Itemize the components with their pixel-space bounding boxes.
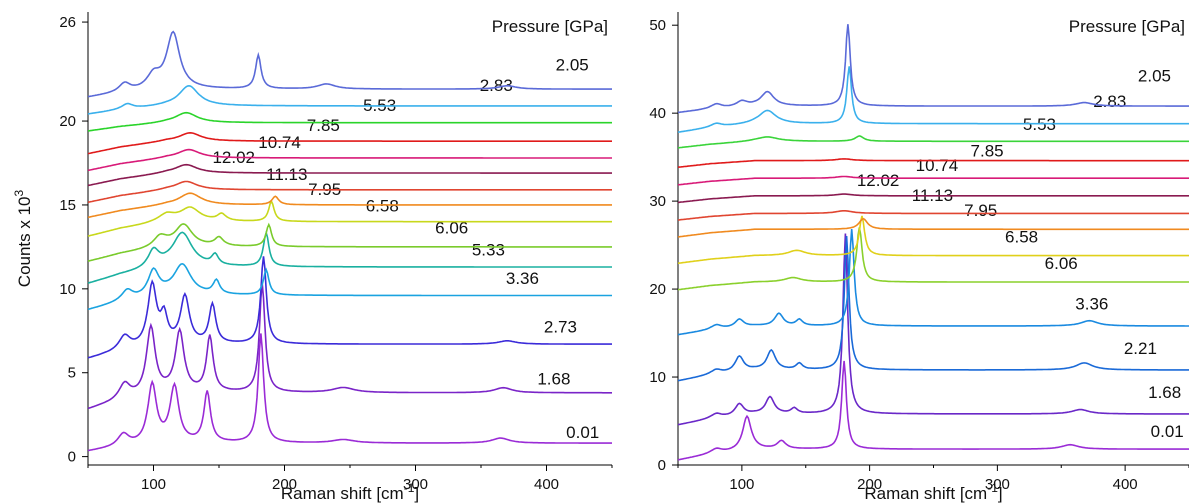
x-axis-label-end: ] xyxy=(998,484,1003,503)
series-line-2-83 xyxy=(87,84,612,115)
series-line-5-33 xyxy=(87,229,612,284)
x-axis-label-sup: -1 xyxy=(987,481,998,495)
series-label: 2.05 xyxy=(1138,66,1171,85)
x-tick-label: 200 xyxy=(857,476,882,493)
series-line-6-06 xyxy=(677,227,1189,291)
series-label: 3.36 xyxy=(1075,294,1108,313)
series-line-10-74 xyxy=(677,175,1189,186)
series-line-0-01 xyxy=(87,333,612,452)
y-tick-label: 0 xyxy=(68,449,76,466)
x-tick-label: 400 xyxy=(534,476,559,493)
y-tick-label: 40 xyxy=(649,105,666,122)
right-panel: 100 200 300 400 0 10 20 30 40 50 Raman shift [cm-1… xyxy=(649,12,1189,503)
y-tick-label: 10 xyxy=(649,369,666,386)
series-label: 7.85 xyxy=(307,116,340,135)
series-label: 7.95 xyxy=(964,201,997,220)
x-tick-label: 100 xyxy=(141,476,166,493)
series-line-3-36 xyxy=(677,229,1189,336)
series-line-6-58 xyxy=(677,215,1189,265)
series-line-5-53 xyxy=(87,111,612,132)
series-label: 7.85 xyxy=(971,141,1004,160)
series-line-10-74 xyxy=(87,148,612,172)
series-label: 2.83 xyxy=(1093,92,1126,111)
series-line-7-95 xyxy=(87,192,612,219)
series-line-7-85 xyxy=(87,131,612,155)
x-axis-label-end: ] xyxy=(414,484,419,503)
series-line-2-05 xyxy=(677,24,1189,114)
series-label: 5.33 xyxy=(472,240,505,259)
x-tick-label: 300 xyxy=(403,476,428,493)
y-axis-label-text: Counts x 10 xyxy=(15,196,34,287)
x-axis-label: Raman shift [cm-1] xyxy=(864,481,1002,503)
series-label: 0.01 xyxy=(566,423,599,442)
y-tick-label: 5 xyxy=(68,365,76,382)
series-label: 6.06 xyxy=(1045,254,1078,273)
x-tick-label: 300 xyxy=(985,476,1010,493)
series-label: 10.74 xyxy=(916,156,959,175)
y-axis-label: Counts x 103 xyxy=(12,189,34,287)
series-line-0-01 xyxy=(677,360,1189,461)
x-tick-label: 400 xyxy=(1113,476,1138,493)
series-line-1-68 xyxy=(677,233,1189,426)
y-tick-label: 30 xyxy=(649,193,666,210)
series-label: 2.05 xyxy=(556,56,589,75)
series-line-11-13 xyxy=(87,180,612,204)
x-tick-label: 200 xyxy=(272,476,297,493)
y-tick-label: 20 xyxy=(59,113,76,130)
series-label: 12.02 xyxy=(857,171,900,190)
series-line-6-06 xyxy=(87,222,612,262)
y-tick-label: 0 xyxy=(658,457,666,474)
y-tick-label: 10 xyxy=(59,281,76,298)
series-line-1-68 xyxy=(87,282,612,410)
series-line-2-73 xyxy=(87,256,612,359)
series-label: 3.36 xyxy=(506,269,539,288)
y-tick-label: 20 xyxy=(649,281,666,298)
series-line-11-13 xyxy=(677,210,1189,221)
legend-title: Pressure [GPa] xyxy=(1069,17,1185,36)
series-line-2-05 xyxy=(87,30,612,98)
legend-title: Pressure [GPa] xyxy=(492,17,608,36)
x-tick-label: 100 xyxy=(729,476,754,493)
series-label: 0.01 xyxy=(1151,422,1184,441)
x-axis-label-text: Raman shift [cm xyxy=(281,484,404,503)
series-line-5-53 xyxy=(677,135,1189,149)
y-tick-label: 26 xyxy=(59,14,76,31)
y-tick-label: 50 xyxy=(649,17,666,34)
y-axis-label-sup: 3 xyxy=(12,189,26,196)
series-line-2-21 xyxy=(677,236,1189,382)
series-label: 11.13 xyxy=(266,165,307,184)
left-panel: 100 200 300 400 0 5 10 15 20 26 Raman shift [cm-1]… xyxy=(12,12,613,503)
series-line-3-36 xyxy=(87,262,612,311)
x-axis-label-text: Raman shift [cm xyxy=(864,484,987,503)
series-label: 2.73 xyxy=(544,317,577,336)
series-label: 6.58 xyxy=(366,197,399,216)
series-label: 2.83 xyxy=(480,76,513,95)
series-line-12-02 xyxy=(677,193,1189,204)
series-line-12-02 xyxy=(87,163,612,187)
series-label: 1.68 xyxy=(537,369,570,388)
series-line-6-58 xyxy=(87,199,612,237)
x-axis-label: Raman shift [cm-1] xyxy=(281,481,419,503)
series-label: 10.74 xyxy=(258,133,301,152)
series-label: 1.68 xyxy=(1148,383,1181,402)
y-tick-label: 15 xyxy=(59,197,76,214)
series-line-7-85 xyxy=(677,158,1189,168)
series-label: 6.58 xyxy=(1005,227,1038,246)
series-label: 6.06 xyxy=(435,218,468,237)
series-label: 2.21 xyxy=(1124,339,1157,358)
series-line-2-83 xyxy=(677,66,1189,133)
x-axis-label-sup: -1 xyxy=(404,481,415,495)
series-line-7-95 xyxy=(677,217,1189,238)
